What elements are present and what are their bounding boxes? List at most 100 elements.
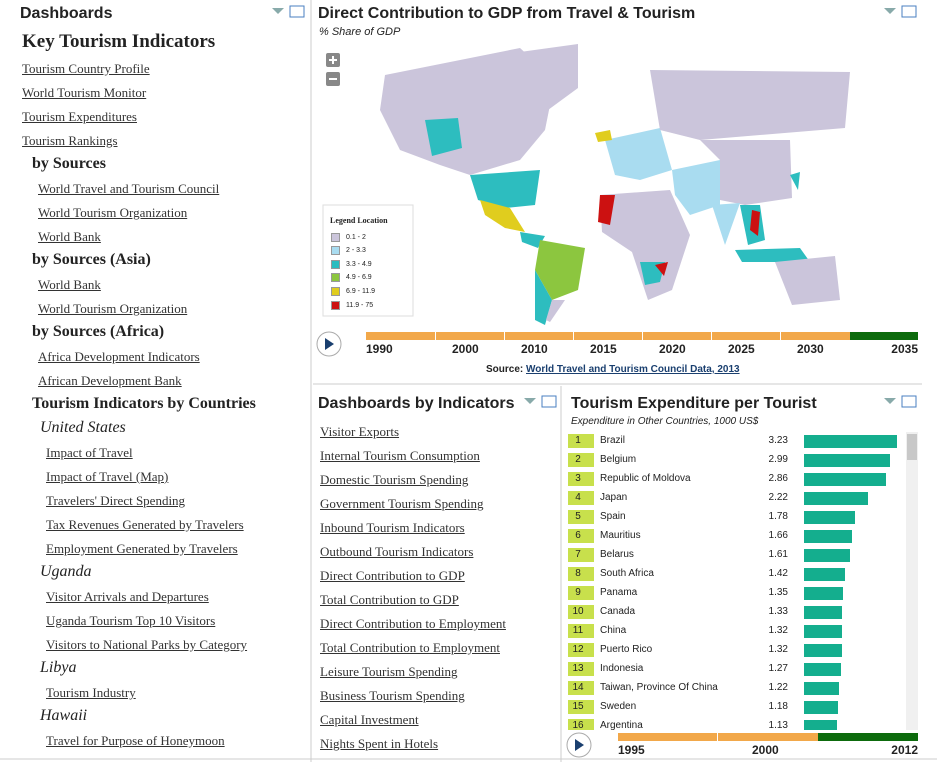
link[interactable]: Outbound Tourism Indicators — [320, 544, 474, 559]
rank-number: 9 — [575, 587, 581, 598]
legend-swatch — [331, 232, 340, 242]
link[interactable]: Tourism Country Profile — [22, 61, 150, 76]
play-button[interactable] — [316, 331, 342, 357]
link[interactable]: Employment Generated by Travelers — [46, 541, 238, 556]
link[interactable]: Business Tourism Spending — [320, 688, 465, 703]
country-name: Republic of Moldova — [600, 473, 691, 484]
timeline-separator — [711, 332, 712, 340]
country-name: United States — [40, 419, 126, 436]
section-heading: Tourism Indicators by Countries — [32, 395, 256, 412]
link[interactable]: Africa Development Indicators — [38, 349, 200, 364]
panel-icons[interactable] — [272, 5, 917, 408]
link[interactable]: World Travel and Tourism Council — [38, 181, 220, 196]
country-name: China — [600, 625, 627, 636]
link[interactable]: Visitors to National Parks by Category — [46, 637, 248, 652]
bar — [804, 606, 843, 619]
scrollbar[interactable] — [906, 432, 918, 730]
rank-number: 16 — [572, 720, 584, 730]
link[interactable]: Direct Contribution to GDP — [320, 568, 465, 583]
scrollbar-thumb[interactable] — [907, 434, 917, 460]
zoom-controls[interactable] — [326, 53, 340, 86]
country-name: South Africa — [600, 568, 654, 579]
rank-badge: 3 — [568, 472, 594, 486]
rank-number: 13 — [572, 663, 584, 674]
link[interactable]: Impact of Travel — [46, 445, 133, 460]
rank-badge: 2 — [568, 453, 594, 467]
value-label: 3.23 — [768, 435, 788, 446]
link[interactable]: Travelers' Direct Spending — [46, 493, 186, 508]
value-label: 2.99 — [768, 454, 788, 465]
country-name: Libya — [40, 659, 77, 676]
rank-number: 1 — [575, 435, 581, 446]
link[interactable]: Internal Tourism Consumption — [320, 448, 480, 463]
country-name: Canada — [600, 606, 636, 617]
link[interactable]: Tax Revenues Generated by Travelers — [46, 517, 244, 532]
timeline-label: 2020 — [659, 342, 686, 356]
link[interactable]: Inbound Tourism Indicators — [320, 520, 465, 535]
link[interactable]: Uganda Tourism Top 10 Visitors — [46, 613, 216, 628]
value-label: 1.27 — [768, 663, 788, 674]
bar — [804, 701, 838, 714]
link[interactable]: African Development Bank — [38, 373, 182, 388]
rank-number: 15 — [572, 701, 584, 712]
rank-number: 3 — [575, 473, 581, 484]
link[interactable]: Nights Spent in Hotels — [320, 736, 439, 751]
rank-badge: 4 — [568, 491, 594, 505]
link[interactable]: World Bank — [38, 277, 101, 292]
link[interactable]: World Bank — [38, 229, 101, 244]
timeline-separator — [504, 332, 505, 340]
rank-number: 12 — [572, 644, 584, 655]
link[interactable]: Leisure Tourism Spending — [320, 664, 458, 679]
value-label: 2.86 — [768, 473, 788, 484]
legend-label: 4.9 - 6.9 — [346, 274, 372, 282]
link[interactable]: Impact of Travel (Map) — [46, 469, 169, 484]
link[interactable]: Visitor Arrivals and Departures — [46, 589, 209, 604]
bar — [804, 568, 845, 581]
link[interactable]: World Tourism Monitor — [22, 85, 147, 100]
timeline-label: 2025 — [728, 342, 755, 356]
link[interactable]: Visitor Exports — [320, 424, 400, 439]
link[interactable]: Tourism Expenditures — [22, 109, 137, 124]
legend-swatch — [331, 286, 340, 296]
rank-number: 10 — [572, 606, 584, 617]
play-button[interactable] — [566, 732, 592, 758]
rank-badge: 14 — [568, 681, 594, 695]
panel-subtitle: Expenditure in Other Countries, 1000 US$ — [571, 415, 759, 427]
link[interactable]: Tourism Industry — [46, 685, 136, 700]
timeline-label: 1995 — [618, 743, 645, 757]
section-heading: by Sources (Asia) — [32, 251, 151, 268]
value-label: 1.42 — [768, 568, 788, 579]
rank-badge: 13 — [568, 662, 594, 676]
rank-badge: 10 — [568, 605, 594, 619]
rank-badge: 11 — [568, 624, 594, 638]
timeline-label: 1990 — [366, 342, 393, 356]
timeline-bar — [818, 733, 918, 741]
legend-title: Legend Location — [330, 216, 388, 225]
country-name: Mauritius — [600, 530, 641, 541]
country-name: Spain — [600, 511, 626, 522]
link[interactable]: Direct Contribution to Employment — [320, 616, 506, 631]
bar — [804, 644, 843, 657]
rank-number: 7 — [575, 549, 581, 560]
bar — [804, 682, 840, 695]
link[interactable]: World Tourism Organization — [38, 301, 188, 316]
link[interactable]: World Tourism Organization — [38, 205, 188, 220]
timeline-label: 2030 — [797, 342, 824, 356]
bar — [804, 435, 898, 448]
link[interactable]: Total Contribution to GDP — [320, 592, 459, 607]
country-name: Panama — [600, 587, 638, 598]
rank-number: 6 — [575, 530, 581, 541]
link[interactable]: Domestic Tourism Spending — [320, 472, 469, 487]
bar — [804, 663, 841, 676]
bar — [804, 530, 852, 543]
link[interactable]: Travel for Purpose of Honeymoon — [46, 733, 225, 748]
link[interactable]: Total Contribution to Employment — [320, 640, 500, 655]
link[interactable]: Government Tourism Spending — [320, 496, 484, 511]
link[interactable]: Capital Investment — [320, 712, 419, 727]
rank-badge: 15 — [568, 700, 594, 714]
source-link[interactable]: World Travel and Tourism Council Data, 2… — [526, 364, 740, 375]
country-name: Puerto Rico — [600, 644, 653, 655]
link[interactable]: Tourism Rankings — [22, 133, 118, 148]
